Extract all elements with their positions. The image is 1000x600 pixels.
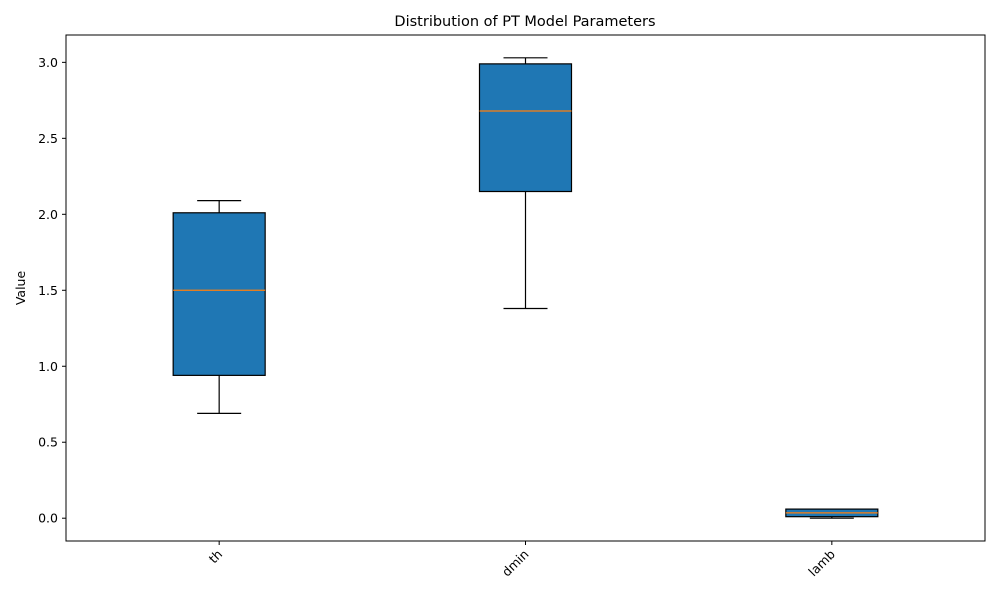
chart-title: Distribution of PT Model Parameters (394, 14, 655, 30)
axes: 0.0 0.5 1.0 1.5 2.0 2.5 3.0 th dmin lamb (38, 34, 986, 580)
box-rect-dmin (478, 63, 573, 193)
x-tick-label: dmin (499, 547, 532, 580)
x-tick-label: th (206, 547, 226, 567)
chart-marks (172, 57, 879, 519)
y-tick-label: 2.0 (38, 207, 58, 222)
y-tick-label: 1.0 (38, 359, 58, 374)
box-th (172, 200, 266, 414)
box-lamb (785, 508, 879, 519)
y-tick-label: 3.0 (38, 55, 58, 70)
box-dmin (478, 57, 573, 310)
y-tick-label: 0.0 (38, 511, 58, 526)
y-tick-label: 1.5 (38, 283, 58, 298)
y-tick-label: 2.5 (38, 131, 58, 146)
box-rect-th (172, 212, 266, 376)
x-tick-label: lamb (805, 546, 838, 579)
y-axis-label: Value (13, 271, 28, 306)
y-tick-label: 0.5 (38, 435, 58, 450)
